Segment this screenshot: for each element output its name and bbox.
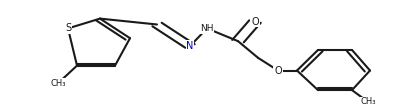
Text: CH₃: CH₃ — [50, 79, 66, 88]
Text: NH: NH — [200, 24, 214, 33]
Text: N: N — [186, 41, 194, 51]
Text: O: O — [251, 17, 259, 27]
Text: O: O — [274, 65, 282, 76]
Text: CH₃: CH₃ — [360, 97, 376, 106]
Text: S: S — [65, 23, 71, 33]
